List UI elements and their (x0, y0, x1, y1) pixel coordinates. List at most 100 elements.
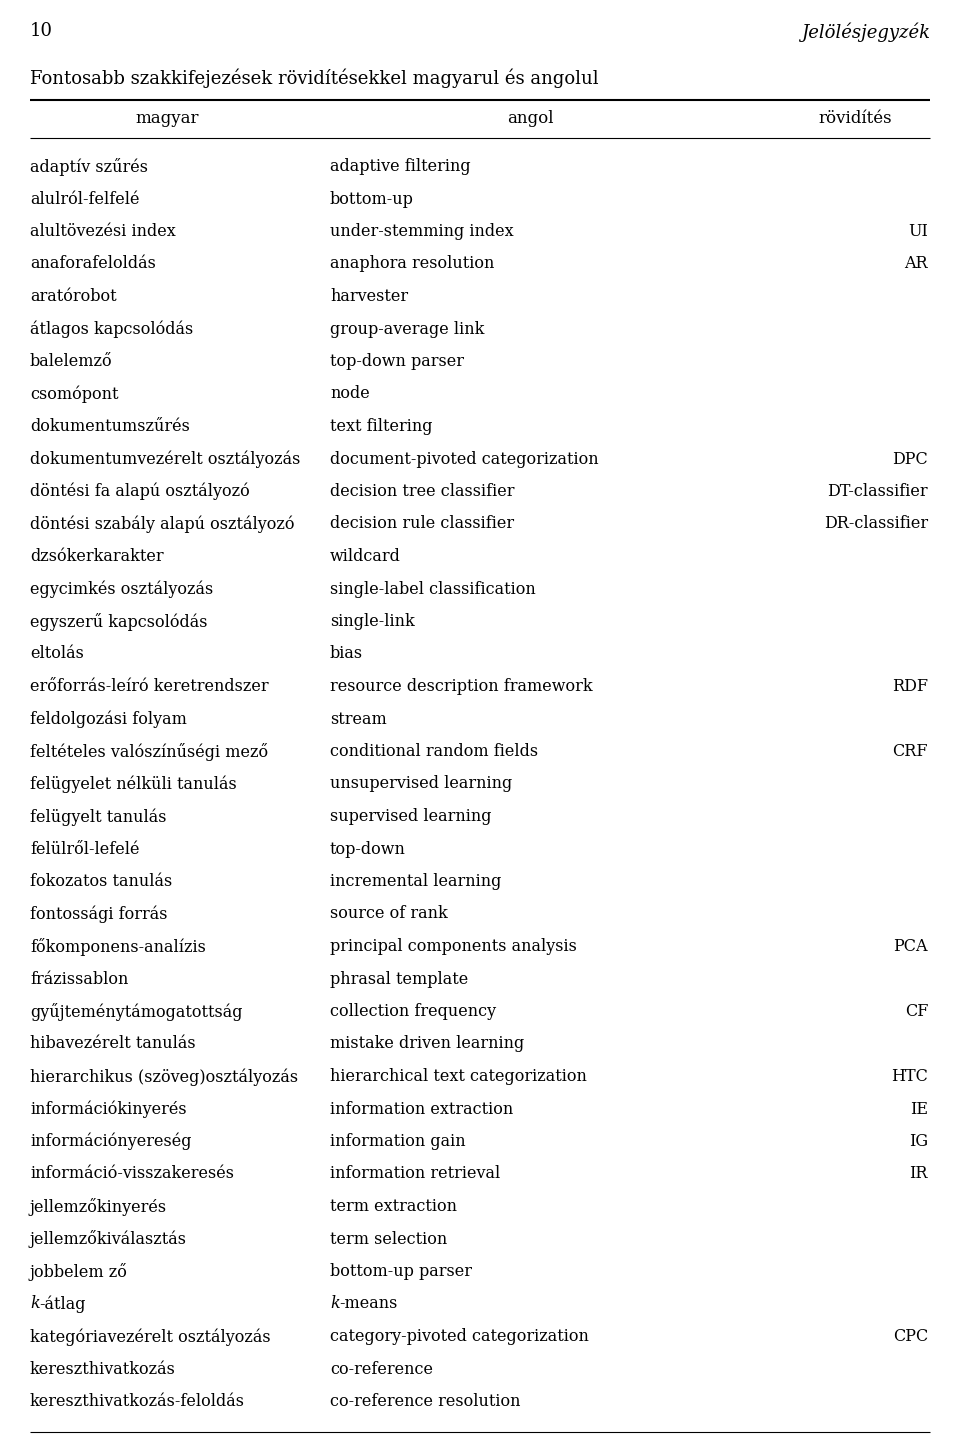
Text: term extraction: term extraction (330, 1198, 457, 1215)
Text: Fontosabb szakkifejezések rövidítésekkel magyarul és angolul: Fontosabb szakkifejezések rövidítésekkel… (30, 68, 599, 88)
Text: information extraction: information extraction (330, 1100, 514, 1117)
Text: gyűjteménytámogatottság: gyűjteménytámogatottság (30, 1004, 243, 1021)
Text: alulról-felfelé: alulról-felfelé (30, 190, 139, 207)
Text: hierarchikus (szöveg)osztályozás: hierarchikus (szöveg)osztályozás (30, 1068, 299, 1086)
Text: IE: IE (910, 1100, 928, 1117)
Text: adaptív szűrés: adaptív szűrés (30, 158, 148, 176)
Text: bottom-up parser: bottom-up parser (330, 1263, 472, 1280)
Text: principal components analysis: principal components analysis (330, 937, 577, 955)
Text: Jelölésjegyzék: Jelölésjegyzék (801, 22, 930, 42)
Text: angol: angol (507, 109, 553, 127)
Text: IR: IR (909, 1165, 928, 1182)
Text: DPC: DPC (892, 451, 928, 468)
Text: group-average link: group-average link (330, 321, 485, 337)
Text: egycimkés osztályozás: egycimkés osztályozás (30, 580, 213, 598)
Text: harvester: harvester (330, 288, 408, 305)
Text: frázissablon: frázissablon (30, 971, 129, 988)
Text: text filtering: text filtering (330, 418, 433, 435)
Text: hibavezérelt tanulás: hibavezérelt tanulás (30, 1035, 196, 1053)
Text: kereszthivatkozás: kereszthivatkozás (30, 1361, 176, 1378)
Text: PCA: PCA (894, 937, 928, 955)
Text: felügyelt tanulás: felügyelt tanulás (30, 808, 166, 825)
Text: bottom-up: bottom-up (330, 190, 414, 207)
Text: AR: AR (904, 255, 928, 272)
Text: -means: -means (339, 1296, 397, 1312)
Text: anaforafeloldás: anaforafeloldás (30, 255, 156, 272)
Text: decision rule classifier: decision rule classifier (330, 516, 515, 533)
Text: információnyereség: információnyereség (30, 1133, 191, 1151)
Text: stream: stream (330, 710, 387, 727)
Text: magyar: magyar (135, 109, 199, 127)
Text: döntési szabály alapú osztályozó: döntési szabály alapú osztályozó (30, 516, 295, 533)
Text: bias: bias (330, 645, 363, 662)
Text: jellemzőkiválasztás: jellemzőkiválasztás (30, 1231, 187, 1248)
Text: csomópont: csomópont (30, 386, 118, 403)
Text: anaphora resolution: anaphora resolution (330, 255, 494, 272)
Text: kategóriavezérelt osztályozás: kategóriavezérelt osztályozás (30, 1328, 271, 1345)
Text: CPC: CPC (893, 1328, 928, 1345)
Text: resource description framework: resource description framework (330, 678, 592, 696)
Text: co-reference: co-reference (330, 1361, 433, 1378)
Text: -átlag: -átlag (39, 1296, 85, 1313)
Text: source of rank: source of rank (330, 906, 447, 923)
Text: felügyelet nélküli tanulás: felügyelet nélküli tanulás (30, 776, 237, 793)
Text: unsupervised learning: unsupervised learning (330, 776, 513, 792)
Text: k: k (330, 1296, 340, 1312)
Text: document-pivoted categorization: document-pivoted categorization (330, 451, 599, 468)
Text: rövidítés: rövidítés (818, 109, 892, 127)
Text: főkomponens-analízis: főkomponens-analízis (30, 937, 205, 956)
Text: CRF: CRF (893, 743, 928, 760)
Text: collection frequency: collection frequency (330, 1004, 496, 1020)
Text: dokumentumvezérelt osztályozás: dokumentumvezérelt osztályozás (30, 451, 300, 468)
Text: phrasal template: phrasal template (330, 971, 468, 988)
Text: feldolgozási folyam: feldolgozási folyam (30, 710, 187, 729)
Text: HTC: HTC (891, 1068, 928, 1084)
Text: DT-classifier: DT-classifier (828, 482, 928, 500)
Text: IG: IG (909, 1133, 928, 1151)
Text: 10: 10 (30, 22, 53, 40)
Text: erőforrás-leíró keretrendszer: erőforrás-leíró keretrendszer (30, 678, 269, 696)
Text: egyszerű kapcsolódás: egyszerű kapcsolódás (30, 613, 207, 631)
Text: jobbelem ző: jobbelem ző (30, 1263, 128, 1282)
Text: eltolás: eltolás (30, 645, 84, 662)
Text: jellemzőkinyerés: jellemzőkinyerés (30, 1198, 167, 1215)
Text: kereszthivatkozás-feloldás: kereszthivatkozás-feloldás (30, 1392, 245, 1410)
Text: hierarchical text categorization: hierarchical text categorization (330, 1068, 587, 1084)
Text: fontossági forrás: fontossági forrás (30, 906, 167, 923)
Text: RDF: RDF (892, 678, 928, 696)
Text: adaptive filtering: adaptive filtering (330, 158, 470, 176)
Text: információkinyerés: információkinyerés (30, 1100, 186, 1117)
Text: wildcard: wildcard (330, 549, 401, 564)
Text: single-link: single-link (330, 613, 415, 631)
Text: CF: CF (904, 1004, 928, 1020)
Text: single-label classification: single-label classification (330, 580, 536, 598)
Text: top-down: top-down (330, 841, 406, 857)
Text: top-down parser: top-down parser (330, 353, 464, 370)
Text: döntési fa alapú osztályozó: döntési fa alapú osztályozó (30, 482, 250, 501)
Text: k: k (30, 1296, 39, 1312)
Text: supervised learning: supervised learning (330, 808, 492, 825)
Text: category-pivoted categorization: category-pivoted categorization (330, 1328, 588, 1345)
Text: co-reference resolution: co-reference resolution (330, 1392, 520, 1410)
Text: felülről-lefelé: felülről-lefelé (30, 841, 139, 857)
Text: term selection: term selection (330, 1231, 447, 1247)
Text: dzsókerkarakter: dzsókerkarakter (30, 549, 163, 564)
Text: information retrieval: information retrieval (330, 1165, 500, 1182)
Text: UI: UI (908, 223, 928, 240)
Text: információ-visszakeresés: információ-visszakeresés (30, 1165, 234, 1182)
Text: decision tree classifier: decision tree classifier (330, 482, 515, 500)
Text: under-stemming index: under-stemming index (330, 223, 514, 240)
Text: DR-classifier: DR-classifier (824, 516, 928, 533)
Text: information gain: information gain (330, 1133, 466, 1151)
Text: incremental learning: incremental learning (330, 873, 501, 890)
Text: node: node (330, 386, 370, 403)
Text: alultövezési index: alultövezési index (30, 223, 176, 240)
Text: mistake driven learning: mistake driven learning (330, 1035, 524, 1053)
Text: átlagos kapcsolódás: átlagos kapcsolódás (30, 321, 193, 338)
Text: fokozatos tanulás: fokozatos tanulás (30, 873, 172, 890)
Text: feltételes valószínűségi mező: feltételes valószínűségi mező (30, 743, 268, 760)
Text: aratórobot: aratórobot (30, 288, 116, 305)
Text: balelemző: balelemző (30, 353, 112, 370)
Text: conditional random fields: conditional random fields (330, 743, 539, 760)
Text: dokumentumszűrés: dokumentumszűrés (30, 418, 190, 435)
